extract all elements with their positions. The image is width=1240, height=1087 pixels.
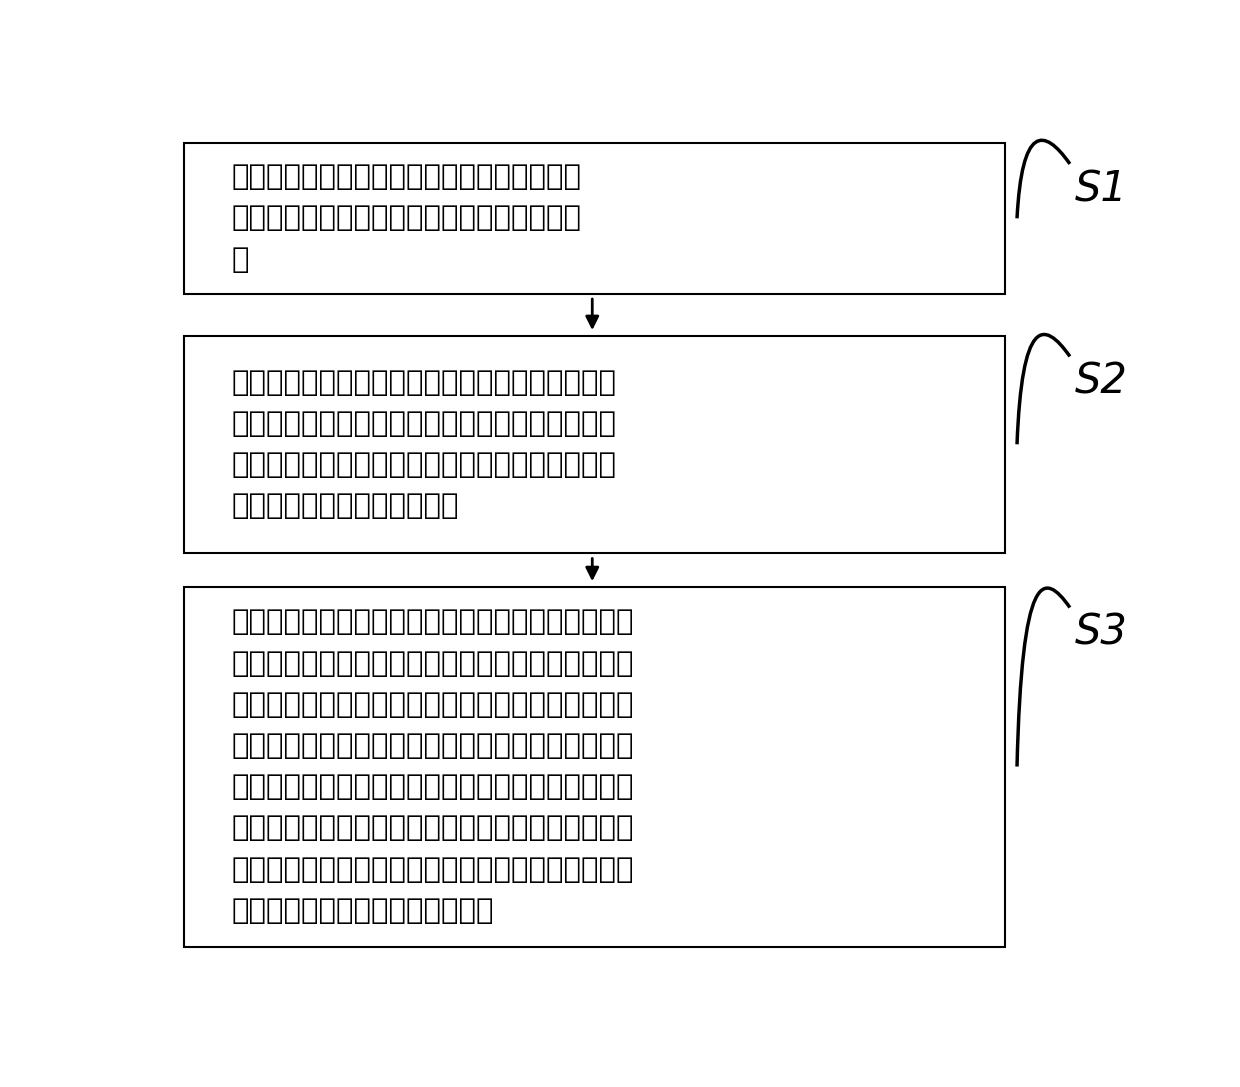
Bar	[184, 587, 1006, 947]
Bar	[184, 336, 1006, 553]
Bar	[184, 143, 1006, 293]
Text: S3: S3	[1075, 612, 1127, 653]
Text: S1: S1	[1075, 168, 1127, 210]
Text: 通过各所述力敏传感器分别获取集流板上不同位置
处或者不同集流板上相对应位置处的压力数据，并
由此得到集流板上不同位置处的压力差或者不同集
流板上相对应位置处的压: 通过各所述力敏传感器分别获取集流板上不同位置 处或者不同集流板上相对应位置处的压…	[232, 368, 616, 520]
Text: 将集流板上不同位置处的压力差或不同集流板上相对
应位置处的压力差与对应的预设差值范围相比较，当
压力差在所述预设差值范围内时，判断单体电池集流
板上、单体电池离: 将集流板上不同位置处的压力差或不同集流板上相对 应位置处的压力差与对应的预设差值…	[232, 609, 635, 925]
Text: S2: S2	[1075, 361, 1127, 402]
Text: 在单体电池的集流板上或者电堆中串联的单体
电池中对应的集流板上分别安装若干力敏传感
器: 在单体电池的集流板上或者电堆中串联的单体 电池中对应的集流板上分别安装若干力敏传…	[232, 163, 582, 274]
